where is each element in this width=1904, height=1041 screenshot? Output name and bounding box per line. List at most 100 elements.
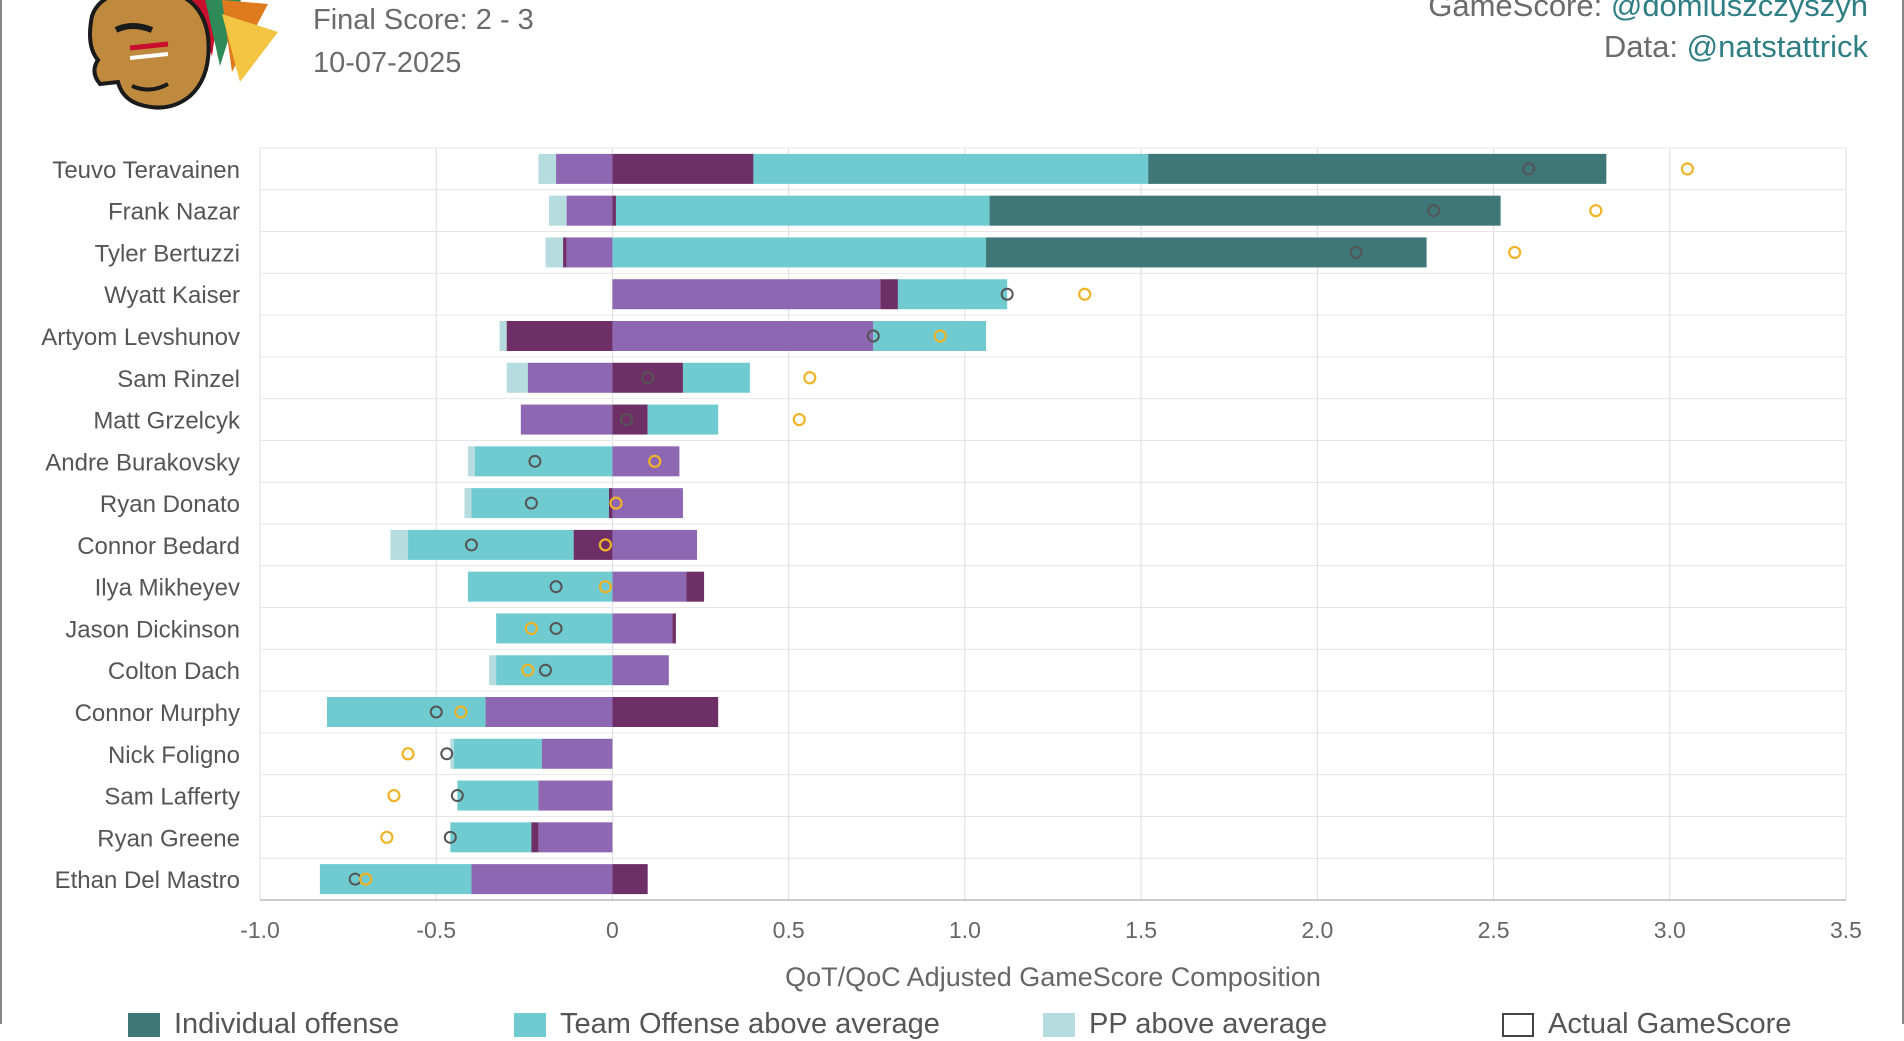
adjusted-gamescore-marker	[792, 412, 806, 427]
adjusted-gamescore-marker	[401, 747, 415, 761]
bar-segment-individual-offense	[1148, 153, 1607, 184]
bar-segment-team-offense	[615, 195, 990, 226]
actual-gamescore-marker	[549, 621, 563, 635]
x-tick-label: -1.0	[240, 917, 280, 943]
bar-segment-team-offense	[457, 780, 539, 811]
legend-label: PP above average	[1089, 1008, 1328, 1040]
bar-segment-team-offense	[326, 697, 486, 727]
legend-swatch	[514, 1012, 546, 1037]
player-label: Teuvo Teravainen	[52, 157, 240, 184]
player-label: Colton Dach	[108, 658, 240, 685]
bar-segment-defense	[485, 697, 613, 727]
chart-legend: Individual offense Team Offense above av…	[0, 1008, 1904, 1040]
bar-segment-individual-defense	[563, 237, 567, 268]
bar-segment-defense	[541, 738, 613, 769]
actual-gamescore-marker	[1427, 204, 1441, 218]
bar-segment-defense	[612, 571, 687, 602]
data-credit-link[interactable]: @natstattrick	[1686, 29, 1868, 64]
actual-gamescore-marker	[538, 663, 552, 677]
bar-segment-team-offense	[897, 279, 1008, 310]
bar-segment-pp	[390, 529, 409, 560]
bar-segment-individual-defense	[612, 362, 683, 393]
bar-segment-defense	[556, 153, 613, 184]
game-date: 10-07-2025	[313, 47, 462, 79]
adjusted-gamescore-marker	[454, 705, 468, 719]
frame-right-border	[1902, 0, 1904, 1024]
x-tick-label: 0	[606, 917, 619, 943]
player-label: Ryan Donato	[100, 491, 240, 518]
actual-gamescore-marker	[440, 747, 454, 761]
adjusted-gamescore-marker	[1589, 204, 1603, 218]
bar-segment-individual-defense	[612, 153, 754, 184]
actual-gamescore-marker	[450, 789, 464, 803]
bar-segment-team-offense	[753, 153, 1149, 184]
x-tick-label: 2.0	[1301, 917, 1333, 943]
bar-segment-defense	[612, 613, 673, 644]
legend-label: Team Offense above average	[560, 1008, 940, 1040]
bar-segment-individual-defense	[612, 697, 719, 727]
bar-segment-defense	[612, 446, 680, 477]
x-tick-label: 1.5	[1125, 917, 1157, 943]
bar-segment-team-offense	[496, 613, 613, 644]
player-label: Connor Bedard	[77, 533, 240, 560]
bar-segment-individual-defense	[612, 864, 648, 895]
bar-segment-team-offense	[471, 488, 609, 519]
bar-segment-pp	[549, 195, 567, 226]
final-score: Final Score: 2 - 3	[313, 4, 534, 36]
player-label: Wyatt Kaiser	[104, 282, 240, 309]
bar-segment-team-offense	[647, 404, 719, 435]
adjusted-gamescore-marker	[598, 538, 612, 552]
player-label: Jason Dickinson	[65, 616, 240, 643]
bar-segment-individual-defense	[880, 279, 898, 310]
bar-segment-team-offense	[319, 864, 472, 895]
bar-segment-team-offense	[450, 822, 532, 853]
bar-segment-defense	[612, 488, 683, 519]
player-label: Frank Nazar	[108, 199, 240, 226]
bar-segment-individual-defense	[506, 321, 613, 351]
actual-gamescore-marker	[429, 705, 443, 719]
adjusted-gamescore-marker	[1078, 287, 1092, 301]
bar-segment-individual-offense	[986, 237, 1427, 268]
gamescore-credit-link[interactable]: @domluszczyszyn	[1610, 0, 1868, 23]
adjusted-gamescore-marker	[648, 454, 662, 468]
adjusted-gamescore-marker	[1508, 245, 1522, 260]
actual-gamescore-marker	[620, 413, 634, 427]
actual-gamescore-marker	[443, 830, 457, 844]
x-tick-label: 3.5	[1830, 917, 1862, 943]
player-label: Matt Grzelcyk	[93, 408, 241, 435]
adjusted-gamescore-marker	[803, 371, 817, 385]
actual-gamescore-marker	[1349, 245, 1363, 259]
x-tick-label: 0.5	[773, 917, 805, 943]
data-credit: Data: @natstattrick	[1604, 29, 1868, 65]
legend-label: Actual GameScore	[1548, 1008, 1792, 1040]
player-label: Tyler Bertuzzi	[95, 240, 240, 267]
gamescore-credit-label: GameScore:	[1428, 0, 1611, 23]
bar-segment-individual-defense	[612, 195, 616, 226]
bar-segment-team-offense	[467, 571, 613, 602]
bar-segment-defense	[471, 864, 613, 895]
adjusted-gamescore-marker	[524, 621, 538, 636]
actual-gamescore-marker	[866, 329, 880, 343]
bar-segment-individual-defense	[612, 404, 648, 435]
bar-segment-team-offense	[408, 529, 574, 560]
legend-swatch	[128, 1012, 160, 1037]
adjusted-gamescore-marker	[380, 830, 394, 844]
legend-label: Individual offense	[174, 1008, 400, 1040]
adjusted-gamescore-marker	[387, 788, 401, 803]
team-logo	[88, 0, 278, 110]
player-label: Ilya Mikheyev	[95, 575, 240, 602]
actual-gamescore-marker	[524, 496, 538, 510]
bar-segment-defense	[527, 362, 613, 393]
player-label: Sam Lafferty	[104, 784, 240, 811]
bar-segment-team-offense	[474, 446, 613, 477]
actual-gamescore-marker	[1000, 287, 1014, 301]
actual-gamescore-marker	[1522, 162, 1536, 176]
bar-segment-defense	[538, 822, 613, 853]
bar-segment-pp	[464, 488, 472, 519]
bar-segment-team-offense	[873, 321, 987, 351]
legend-swatch	[1043, 1012, 1075, 1037]
bar-segment-team-offense	[453, 738, 542, 769]
bar-segment-defense	[566, 195, 613, 226]
adjusted-gamescore-marker	[1680, 162, 1695, 176]
